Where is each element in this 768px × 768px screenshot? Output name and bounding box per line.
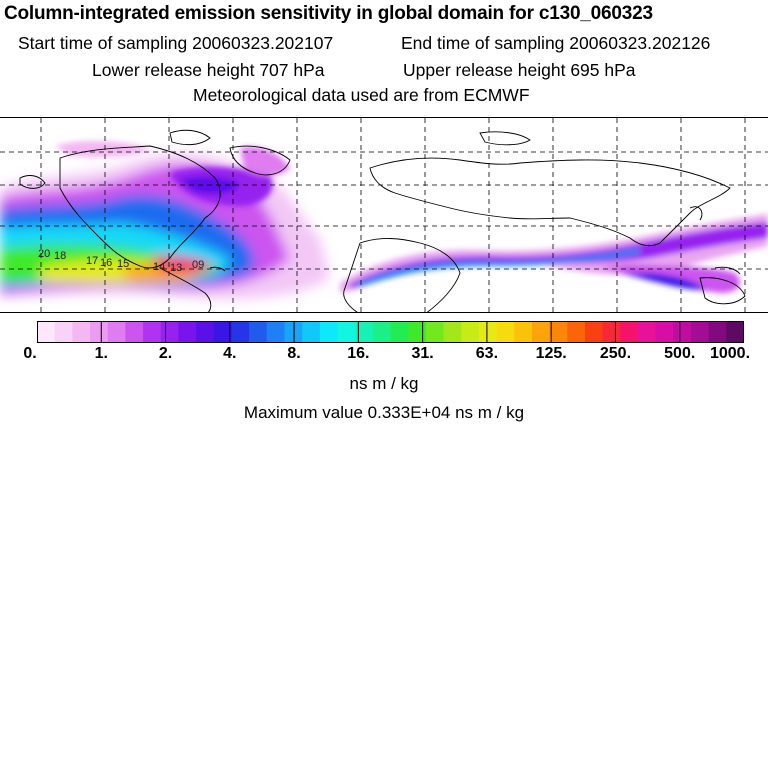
station-label: 18	[54, 250, 67, 262]
colorbar-swatch	[708, 321, 727, 343]
colorbar-swatch	[478, 321, 498, 343]
colorbar-swatch	[125, 321, 144, 343]
colorbar-swatch	[567, 321, 586, 343]
colorbar-tick-label: 2.	[158, 345, 173, 362]
colorbar-swatch	[178, 321, 197, 343]
colorbar-tick-label: 125.	[535, 345, 567, 362]
colorbar-swatch	[249, 321, 268, 343]
coastlines	[19, 129, 746, 312]
colorbar-tick-label: 4.	[223, 345, 237, 362]
colorbar-swatch	[443, 321, 462, 343]
end-time-text: End time of sampling 20060323.202126	[401, 33, 711, 53]
colorbar-swatch	[496, 321, 515, 343]
colorbar-tick-label: 0.	[23, 345, 37, 362]
colorbar-swatch	[584, 321, 604, 343]
colorbar-swatch	[355, 321, 374, 343]
colorbar-swatch	[408, 321, 427, 343]
met-data-text: Meteorological data used are from ECMWF	[193, 85, 530, 105]
start-time-text: Start time of sampling 20060323.202107	[18, 33, 334, 53]
colorbar-swatch	[655, 321, 674, 343]
colorbar-swatch	[319, 321, 339, 343]
colorbar-swatch	[54, 321, 73, 343]
sensitivity-map	[0, 117, 768, 313]
colorbar-svg	[37, 321, 744, 343]
lower-release-text: Lower release height 707 hPa	[92, 60, 325, 80]
colorbar-tick-label: 63.	[475, 345, 499, 362]
maximum-value-text: Maximum value 0.333E+04 ns m / kg	[243, 403, 525, 422]
station-label: 14	[153, 261, 166, 273]
colorbar-swatch	[514, 321, 533, 343]
plume-east	[340, 214, 768, 293]
colorbar-swatch	[531, 321, 551, 343]
colorbar-tick-label: 1000.	[709, 345, 751, 362]
colorbar-swatch	[390, 321, 409, 343]
colorbar-swatch	[37, 321, 56, 343]
colorbar-swatch	[196, 321, 215, 343]
colorbar-swatch	[726, 321, 744, 343]
colorbar-swatch	[637, 321, 657, 343]
colorbar-tick-label: 31.	[411, 345, 434, 362]
station-label: 17	[86, 255, 99, 267]
colorbar-tick-label: 16.	[347, 345, 370, 362]
station-label: 16	[100, 257, 113, 269]
colorbar-swatch	[160, 321, 180, 343]
colorbar-tick-label: 500.	[664, 345, 696, 362]
colorbar-swatch	[107, 321, 126, 343]
colorbar-border	[37, 321, 744, 343]
colorbar-swatch	[549, 321, 568, 343]
colorbar-swatch	[337, 321, 356, 343]
colorbar-swatch	[143, 321, 162, 343]
station-label: 09	[192, 259, 205, 271]
colorbar-swatch	[372, 321, 392, 343]
graticule	[0, 118, 768, 312]
colorbar-swatch	[231, 321, 250, 343]
colorbar-tick-label: 250.	[599, 345, 632, 362]
colorbar-tick-label: 8.	[287, 345, 301, 362]
station-label: 15	[117, 258, 130, 270]
colorbar-swatch	[620, 321, 639, 343]
colorbar-swatch	[90, 321, 109, 343]
colorbar-units: ns m / kg	[349, 374, 419, 393]
plot-title: Column-integrated emission sensitivity i…	[4, 3, 653, 24]
map-svg	[0, 118, 768, 312]
colorbar-swatch	[72, 321, 91, 343]
colorbar-swatch	[266, 321, 286, 343]
colorbar-swatch	[425, 321, 445, 343]
colorbar-swatch	[461, 321, 480, 343]
station-label: 20	[38, 248, 51, 260]
colorbar-tick-label: 1.	[94, 345, 108, 362]
upper-release-text: Upper release height 695 hPa	[403, 60, 636, 80]
station-label: 13	[170, 262, 183, 274]
colorbar-swatch	[602, 321, 621, 343]
colorbar-swatch	[673, 321, 692, 343]
colorbar-swatch	[213, 321, 233, 343]
colorbar-swatch	[690, 321, 710, 343]
colorbar-swatch	[302, 321, 321, 343]
colorbar	[37, 321, 744, 343]
